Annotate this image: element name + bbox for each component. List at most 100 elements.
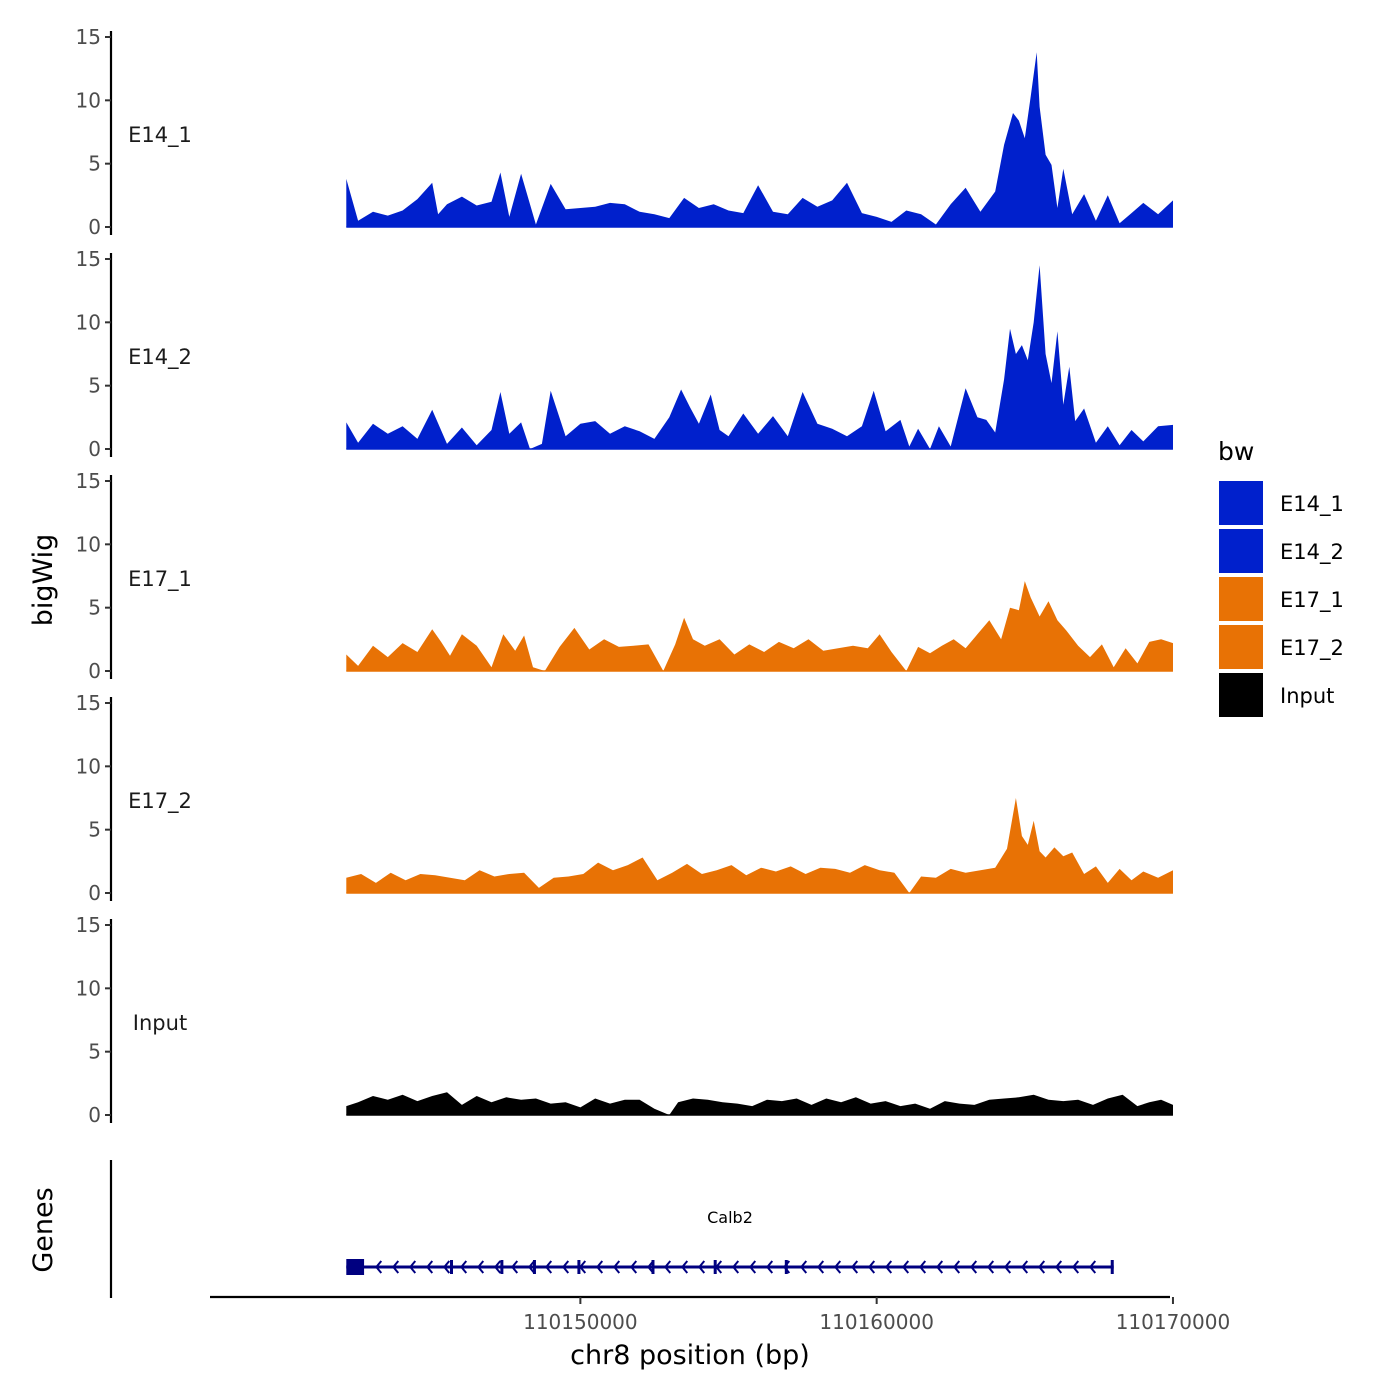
track-label: E14_1: [128, 123, 192, 148]
legend-key-Input: [1219, 673, 1263, 717]
strand-arrow: [799, 1260, 808, 1274]
strand-arrow: [697, 1260, 706, 1274]
track-label: Input: [133, 1011, 187, 1035]
track-panel-E14_1: 0 5 10 15 E14_1: [76, 25, 1173, 239]
strand-arrow: [1003, 1260, 1012, 1274]
strand-arrow: [1037, 1260, 1046, 1274]
gene-track-title: Genes: [28, 1187, 59, 1272]
exon-block: [713, 1260, 717, 1274]
strand-arrow: [544, 1260, 553, 1274]
track-panel-Input: 0 5 10 15 Input: [76, 913, 1173, 1127]
strand-arrow: [459, 1260, 468, 1274]
strand-arrow: [510, 1260, 519, 1274]
y-tick-label: 5: [88, 818, 101, 842]
track-panel-E17_2: 0 5 10 15 E17_2: [76, 691, 1173, 905]
strand-arrow: [952, 1260, 961, 1274]
legend-label-E14_2: E14_2: [1280, 540, 1344, 565]
y-tick-label: 5: [88, 596, 101, 620]
legend-label-Input: Input: [1280, 684, 1334, 708]
strand-arrow: [629, 1260, 638, 1274]
y-tick-label: 5: [88, 1040, 101, 1064]
legend-title: bw: [1218, 437, 1254, 466]
y-tick-label: 15: [76, 247, 101, 271]
exon-block: [346, 1259, 365, 1275]
x-axis: 110150000 110160000 110170000: [210, 1295, 1231, 1334]
signal-area-E17_2: [346, 798, 1173, 893]
strand-arrow: [663, 1260, 672, 1274]
track-label: E17_1: [128, 567, 192, 592]
strand-arrow: [918, 1260, 927, 1274]
y-tick-label: 0: [88, 215, 101, 239]
strand-arrow: [901, 1260, 910, 1274]
y-tick-label: 10: [76, 976, 101, 1000]
y-tick-label: 15: [76, 469, 101, 493]
y-tick-label: 5: [88, 152, 101, 176]
strand-arrow: [850, 1260, 859, 1274]
signal-area-E14_1: [346, 52, 1173, 228]
y-tick-label: 0: [88, 1103, 101, 1127]
strand-arrow: [986, 1260, 995, 1274]
y-tick-label: 10: [76, 88, 101, 112]
y-tick-label: 0: [88, 881, 101, 905]
legend: bw E14_1 E14_2 E17_1 E17_2 Input: [1218, 437, 1344, 717]
strand-arrow: [595, 1260, 604, 1274]
legend-label-E14_1: E14_1: [1280, 492, 1344, 517]
exon-block: [577, 1260, 581, 1274]
y-tick-label: 0: [88, 659, 101, 683]
strand-arrow: [765, 1260, 774, 1274]
x-tick-label: 110160000: [819, 1310, 934, 1334]
strand-arrow: [442, 1260, 451, 1274]
strand-arrow: [408, 1260, 417, 1274]
signal-area-E14_2: [346, 265, 1173, 449]
strand-arrow: [1088, 1260, 1097, 1274]
exon-block: [532, 1260, 536, 1274]
strand-arrow: [867, 1260, 876, 1274]
strand-arrow: [527, 1260, 536, 1274]
y-tick-label: 0: [88, 437, 101, 461]
track-label: E17_2: [128, 789, 192, 814]
strand-arrow: [1071, 1260, 1080, 1274]
legend-key-E17_2: [1219, 625, 1263, 669]
legend-label-E17_2: E17_2: [1280, 636, 1344, 661]
strand-arrow: [731, 1260, 740, 1274]
track-label: E14_2: [128, 345, 192, 370]
exon-block: [450, 1260, 453, 1274]
track-panels: 0 5 10 15 E14_1 0 5 10 15 E14_2 0 5 10 15 E17_1 0 5 10 15 E…: [76, 25, 1173, 1127]
x-axis-title: chr8 position (bp): [570, 1340, 810, 1371]
strand-arrow: [1054, 1260, 1063, 1274]
exon-block: [500, 1260, 504, 1274]
y-tick-label: 10: [76, 754, 101, 778]
strand-arrow: [425, 1260, 434, 1274]
y-tick-label: 10: [76, 532, 101, 556]
signal-area-Input: [346, 1092, 1173, 1115]
legend-label-E17_1: E17_1: [1280, 588, 1344, 613]
exon-block: [784, 1260, 788, 1274]
strand-arrow: [680, 1260, 689, 1274]
y-tick-label: 5: [88, 374, 101, 398]
strand-arrow: [969, 1260, 978, 1274]
strand-arrow: [493, 1260, 502, 1274]
y-tick-label: 15: [76, 691, 101, 715]
exon-block: [1110, 1260, 1114, 1274]
strand-arrow: [374, 1260, 383, 1274]
strand-arrow: [816, 1260, 825, 1274]
gene-name-label: Calb2: [707, 1208, 753, 1227]
legend-key-E14_1: [1219, 481, 1263, 525]
strand-arrow: [391, 1260, 400, 1274]
y-tick-label: 10: [76, 310, 101, 334]
exon-block: [651, 1260, 655, 1274]
gene-track: Calb2: [109, 1160, 1114, 1298]
strand-arrow: [561, 1260, 570, 1274]
strand-arrow: [612, 1260, 621, 1274]
legend-key-E14_2: [1219, 529, 1263, 573]
strand-arrow: [935, 1260, 944, 1274]
y-tick-label: 15: [76, 25, 101, 49]
signal-area-E17_1: [346, 581, 1173, 671]
x-tick-label: 110150000: [523, 1310, 638, 1334]
legend-key-E17_1: [1219, 577, 1263, 621]
x-tick-label: 110170000: [1116, 1310, 1231, 1334]
strand-arrow: [833, 1260, 842, 1274]
y-tick-label: 15: [76, 913, 101, 937]
strand-arrow: [476, 1260, 485, 1274]
